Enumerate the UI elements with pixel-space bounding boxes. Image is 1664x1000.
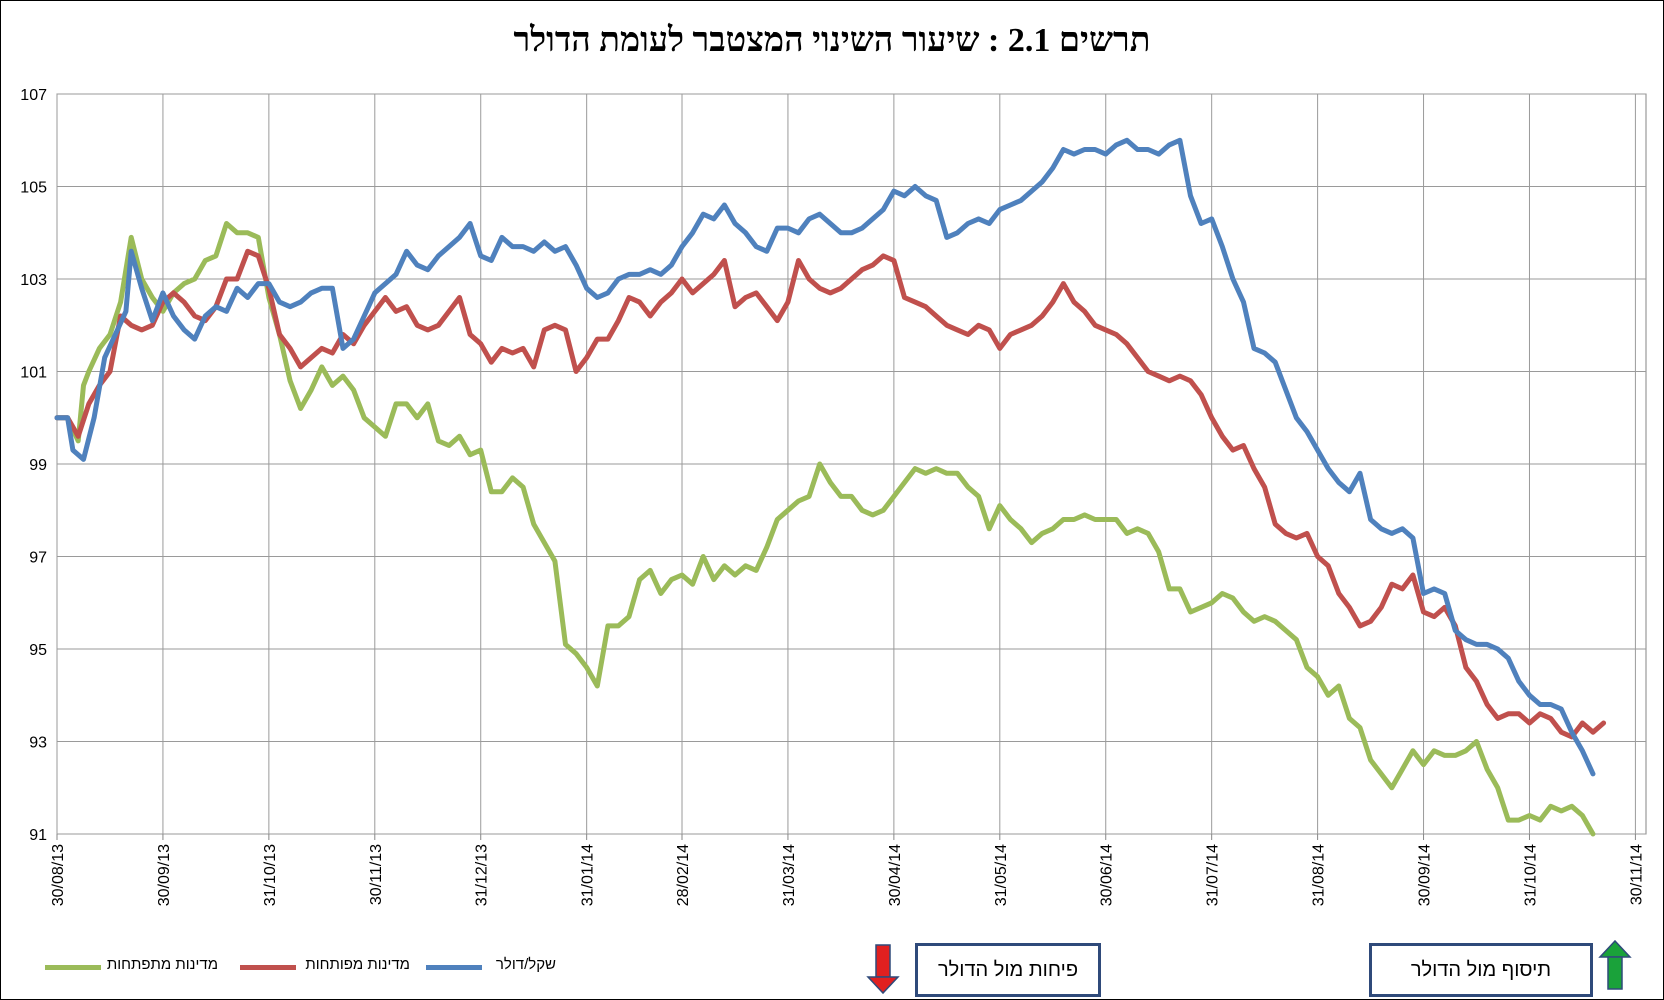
x-tick-label: 31/08/14 [1311,844,1328,906]
x-tick-label: 30/09/13 [156,844,173,906]
legend-swatch-developed [240,965,296,970]
x-tick-label: 31/01/14 [580,844,597,906]
legend-swatch-developing [45,965,101,970]
x-tick-label: 30/08/13 [50,844,67,906]
y-tick-label: 93 [29,735,47,752]
x-tick-label: 31/03/14 [781,844,798,906]
y-tick-label: 99 [29,457,47,474]
x-tick-label: 30/04/14 [887,844,904,906]
y-tick-label: 101 [20,365,47,382]
legend-label-developing: מדינות מתפתחות [106,956,218,973]
y-tick-label: 95 [29,642,47,659]
x-tick-label: 28/02/14 [675,844,692,906]
x-tick-label: 31/05/14 [993,844,1010,906]
x-tick-label: 31/10/14 [1522,844,1539,906]
x-tick-label: 30/06/14 [1099,844,1116,906]
y-tick-label: 91 [29,827,47,844]
legend-swatch-shekel [426,965,482,970]
x-tick-label: 30/11/14 [1628,844,1645,905]
y-tick-label: 97 [29,550,47,567]
series-line-developing [54,221,1596,837]
y-tick-label: 105 [20,180,47,197]
series-line-shekel [54,137,1596,777]
legend-label-developed: מדינות מפותחות [305,956,410,973]
x-tick-label: 31/10/13 [262,844,279,906]
green-up-arrow-icon [1598,939,1632,990]
y-tick-label: 107 [20,87,47,104]
legend-label-shekel: שקל/דולר [495,956,556,973]
x-tick-label: 30/11/13 [368,844,385,905]
x-tick-label: 31/12/13 [474,844,491,906]
red-down-arrow-icon [866,944,900,995]
chart-title: תרשים 2.1 : שיעור השינוי המצטבר לעומת הד… [513,22,1151,59]
x-tick-label: 31/07/14 [1205,844,1222,906]
x-tick-label: 30/09/14 [1417,844,1434,906]
y-tick-label: 103 [20,272,47,289]
appreciation-note: תיסוף מול הדולר [1369,943,1593,997]
series-line-developed [54,248,1607,740]
depreciation-note: פיחות מול הדולר [915,943,1101,997]
